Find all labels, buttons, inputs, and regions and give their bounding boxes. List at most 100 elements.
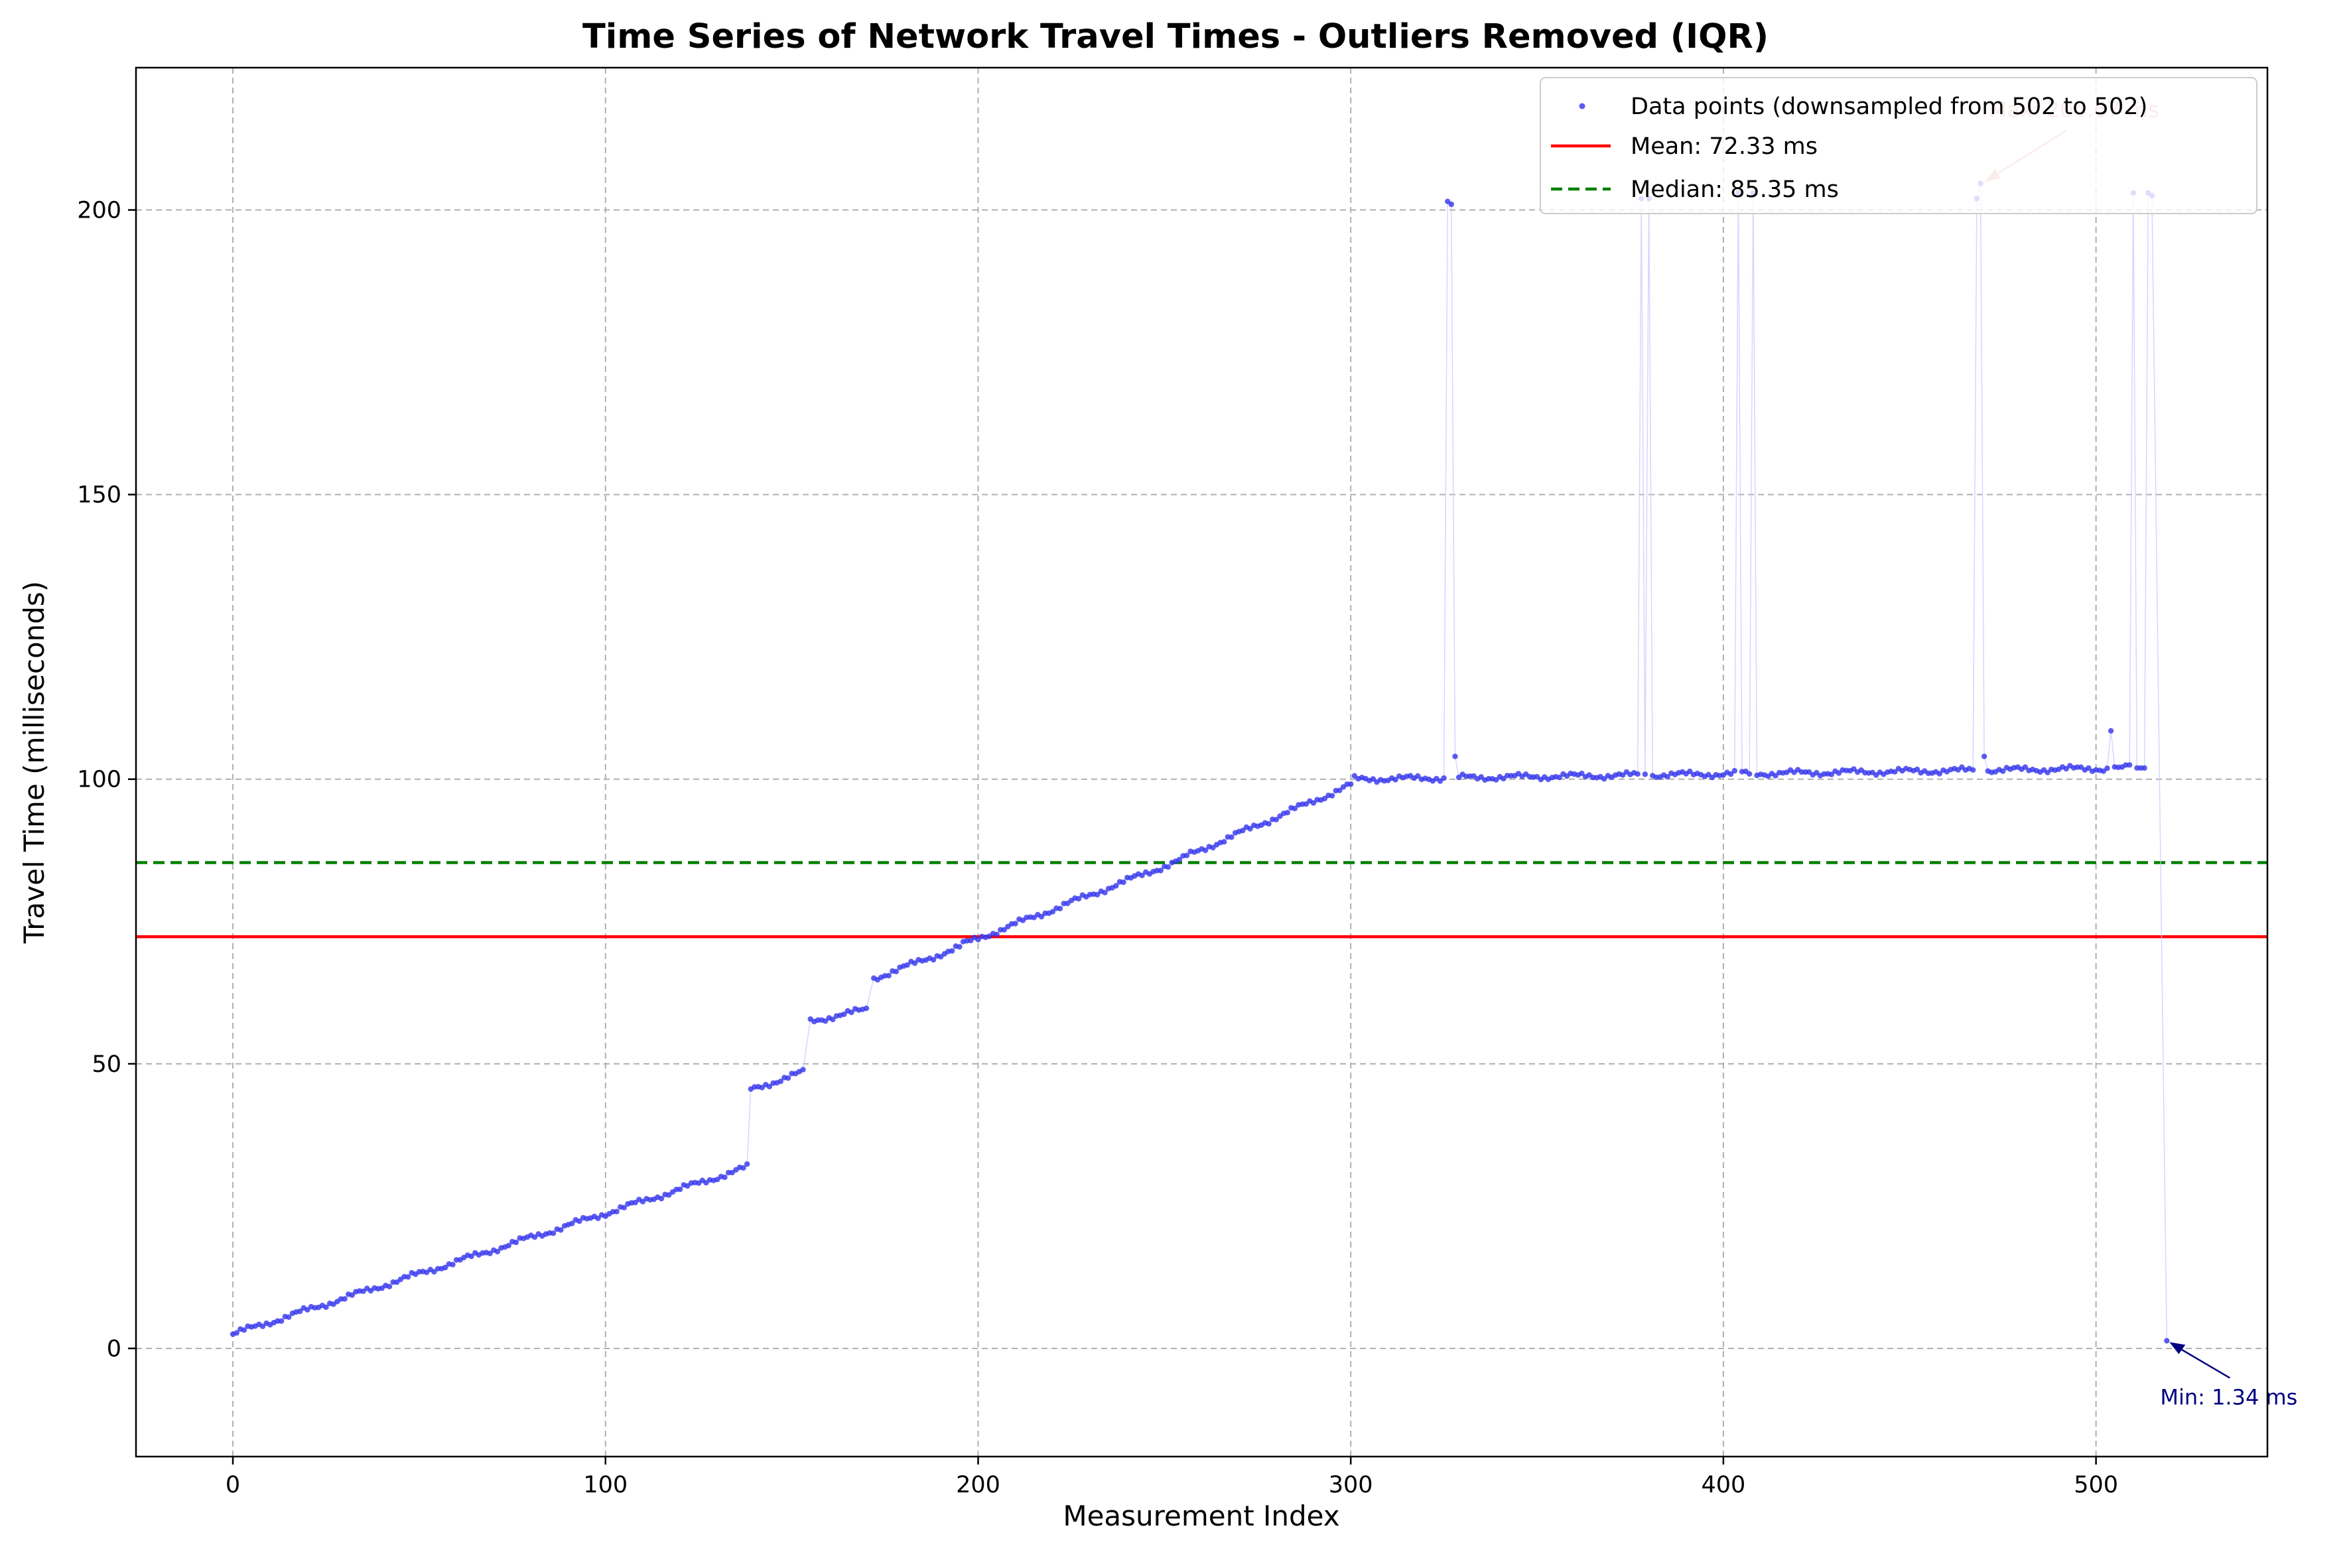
- x-axis-label: Measurement Index: [1063, 1500, 1339, 1532]
- data-point: [621, 1205, 627, 1210]
- data-point: [1392, 777, 1398, 783]
- reference-lines: [136, 861, 2267, 939]
- data-point: [505, 1242, 511, 1249]
- data-point: [1620, 772, 1626, 778]
- data-point: [595, 1215, 601, 1222]
- connector-lines: [232, 183, 2168, 1341]
- data-point: [830, 1016, 836, 1023]
- data-point: [1836, 770, 1842, 776]
- plot-frame: [135, 66, 2269, 1458]
- data-point: [677, 1186, 683, 1193]
- data-point: [1981, 753, 1987, 759]
- y-axis-ticks: 0 50 100 150 200: [77, 198, 136, 1362]
- x-axis-ticks: 0 100 200 300 400 500: [226, 1457, 2118, 1498]
- data-point: [1057, 905, 1063, 912]
- data-point: [1828, 771, 1834, 777]
- data-points: [230, 180, 2170, 1344]
- data-point: [1501, 775, 1507, 782]
- data-point: [1139, 872, 1145, 879]
- data-point: [241, 1327, 247, 1333]
- data-point: [740, 1165, 746, 1171]
- legend-box: [1540, 77, 2257, 214]
- data-point: [342, 1296, 348, 1302]
- y-tick-label: 0: [107, 1336, 121, 1362]
- data-point: [714, 1177, 720, 1183]
- data-point: [1221, 839, 1227, 845]
- min-arrow-head: [2169, 1342, 2186, 1354]
- data-point: [1478, 774, 1484, 780]
- data-point: [949, 948, 955, 954]
- data-point: [766, 1084, 773, 1090]
- data-point: [911, 960, 918, 966]
- data-point: [405, 1274, 411, 1280]
- data-point: [957, 944, 963, 950]
- data-point: [1747, 771, 1753, 777]
- data-point: [863, 1006, 870, 1012]
- data-point: [1348, 781, 1354, 787]
- data-point: [1202, 847, 1209, 854]
- data-point: [1176, 856, 1183, 863]
- data-point: [1601, 776, 1607, 782]
- data-point: [1113, 883, 1119, 889]
- data-point: [569, 1220, 575, 1226]
- data-point: [1273, 817, 1280, 822]
- data-point: [1773, 773, 1779, 779]
- data-point: [1001, 927, 1008, 933]
- data-point: [1635, 771, 1641, 777]
- data-point: [1012, 921, 1018, 927]
- data-point: [1095, 891, 1101, 898]
- data-point: [278, 1318, 285, 1324]
- data-point: [1303, 801, 1310, 807]
- data-point: [685, 1183, 691, 1189]
- data-point: [2022, 764, 2029, 770]
- data-point: [2063, 765, 2069, 772]
- data-point: [2104, 765, 2110, 771]
- data-point: [286, 1314, 292, 1321]
- data-point: [744, 1161, 750, 1167]
- data-point: [785, 1075, 791, 1081]
- data-point: [2100, 768, 2106, 774]
- legend-points-label: Data points (downsampled from 502 to 502…: [1631, 94, 2147, 120]
- data-point: [1687, 768, 1693, 775]
- data-point: [386, 1283, 393, 1289]
- y-axis-label: Travel Time (milliseconds): [18, 581, 50, 944]
- data-point: [1075, 895, 1082, 902]
- data-point: [1165, 864, 1172, 870]
- data-point: [494, 1248, 501, 1255]
- data-point: [968, 937, 974, 944]
- data-point: [576, 1218, 582, 1224]
- data-point: [1102, 889, 1108, 895]
- data-point: [1493, 777, 1499, 783]
- data-point: [1284, 810, 1290, 816]
- data-point: [658, 1195, 665, 1202]
- data-point: [1415, 773, 1421, 779]
- data-point: [487, 1250, 493, 1257]
- data-point: [450, 1262, 456, 1268]
- data-point: [2000, 768, 2006, 774]
- data-point: [1441, 775, 1447, 781]
- data-point: [1370, 776, 1377, 782]
- legend-marker-points: [1579, 103, 1585, 109]
- data-point: [893, 968, 900, 975]
- data-point: [1229, 834, 1235, 840]
- data-point: [349, 1292, 355, 1298]
- legend-median-label: Median: 85.35 ms: [1631, 176, 1839, 203]
- data-point: [848, 1010, 854, 1015]
- legend: Data points (downsampled from 502 to 502…: [1540, 77, 2257, 214]
- data-point: [1936, 771, 1942, 777]
- data-point: [550, 1230, 557, 1236]
- data-point: [1183, 852, 1190, 858]
- data-point: [904, 962, 910, 968]
- data-point: [2164, 1338, 2170, 1344]
- data-point: [1664, 773, 1670, 780]
- data-point: [297, 1308, 303, 1315]
- data-point: [1914, 766, 1920, 773]
- data-point: [442, 1264, 448, 1271]
- data-point: [259, 1323, 266, 1329]
- data-point: [2086, 765, 2092, 771]
- data-point: [722, 1174, 728, 1181]
- min-annotation: Min: 1.34 ms: [2160, 1384, 2297, 1409]
- y-tick-label: 150: [77, 482, 121, 509]
- data-point: [1642, 771, 1648, 777]
